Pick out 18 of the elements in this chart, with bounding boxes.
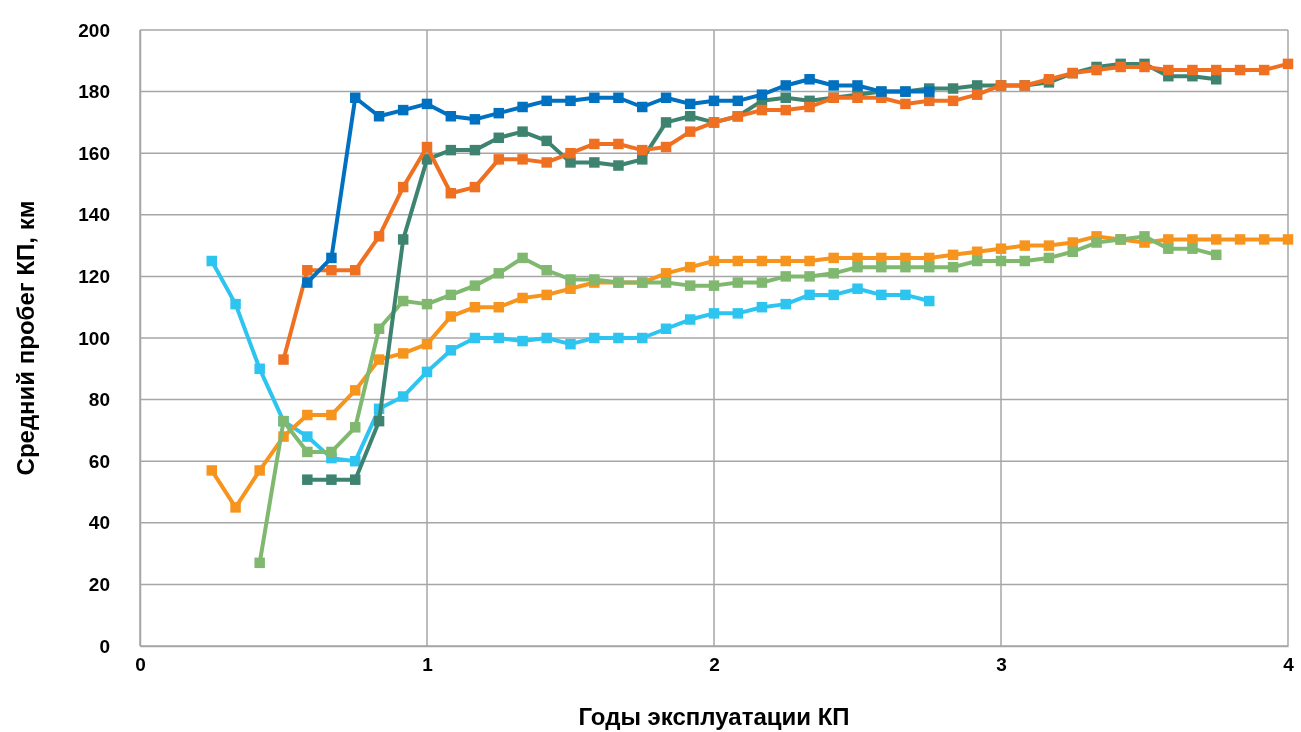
y-tick-label: 200 <box>78 19 110 41</box>
y-axis-title: Средний пробег КП, км <box>12 200 39 476</box>
x-tick-label: 4 <box>1283 654 1295 676</box>
y-tick-label: 140 <box>78 204 110 226</box>
x-tick-label: 3 <box>996 654 1007 676</box>
y-tick-label: 20 <box>88 573 110 595</box>
y-tick-label: 0 <box>99 635 110 657</box>
x-tick-label: 0 <box>135 654 146 676</box>
y-tick-label: 60 <box>88 450 110 472</box>
x-axis-title: Годы эксплуатации КП <box>578 703 850 730</box>
y-tick-label: 40 <box>88 512 110 534</box>
y-tick-label: 80 <box>88 389 110 411</box>
x-tick-label: 2 <box>709 654 720 676</box>
y-tick-label: 100 <box>78 327 110 349</box>
y-tick-label: 160 <box>78 142 110 164</box>
y-tick-label: 120 <box>78 265 110 287</box>
x-tick-label: 1 <box>422 654 434 676</box>
y-tick-label: 180 <box>78 81 110 103</box>
